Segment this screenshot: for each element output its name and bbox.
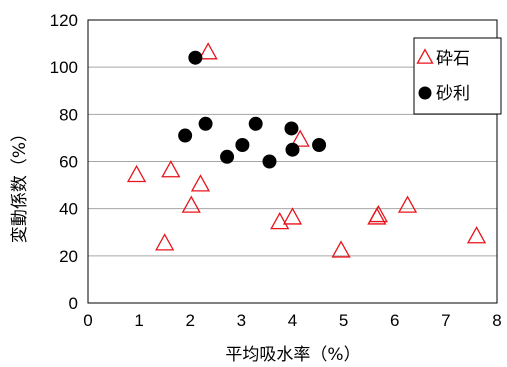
gravel-point-8 — [285, 142, 300, 157]
x-tick-label-5: 5 — [339, 311, 348, 330]
x-tick-label-0: 0 — [83, 311, 92, 330]
x-tick-label-7: 7 — [441, 311, 450, 330]
y-tick-label-60: 60 — [59, 153, 78, 172]
gravel-point-1 — [188, 50, 203, 65]
crushed-stone-point-8 — [290, 129, 310, 147]
x-axis-title: 平均吸水率（%） — [225, 345, 360, 365]
gravel-point-4 — [235, 137, 250, 152]
y-tick-label-80: 80 — [59, 105, 78, 124]
y-tick-label-0: 0 — [69, 294, 78, 313]
crushed-stone-point-4 — [190, 174, 211, 192]
crushed-stone-point-7 — [282, 207, 303, 225]
x-tick-label-3: 3 — [237, 311, 246, 330]
crushed-stone-point-6 — [270, 211, 290, 230]
legend-box — [413, 37, 502, 115]
x-tick-label-6: 6 — [390, 311, 399, 330]
data-points — [126, 42, 487, 258]
crushed-stone-point-13 — [466, 226, 487, 244]
x-tick-label-2: 2 — [186, 311, 195, 330]
x-axis-ticks: 0 1 2 3 4 5 6 7 8 — [83, 311, 501, 330]
crushed-stone-point-5 — [198, 42, 218, 60]
plot-area-frame — [87, 19, 498, 304]
plot-frame — [87, 19, 498, 304]
crushed-stone-point-11 — [368, 204, 388, 223]
crushed-stone-point-1 — [155, 233, 175, 251]
y-tick-label-100: 100 — [50, 58, 78, 77]
gravel-point-6 — [262, 154, 277, 169]
y-tick-label-20: 20 — [59, 247, 78, 266]
gravel-point-3 — [220, 149, 235, 164]
gravel-point-7 — [284, 121, 299, 136]
crushed-stone-point-0 — [126, 164, 147, 183]
x-tick-label-8: 8 — [492, 311, 501, 330]
legend-marker-gravel — [418, 86, 432, 100]
crushed-stone-point-3 — [181, 195, 201, 213]
x-tick-label-1: 1 — [134, 311, 143, 330]
crushed-stone-point-9 — [331, 240, 351, 258]
crushed-stone-point-12 — [397, 195, 418, 213]
legend-label-0: 砕石 — [436, 49, 470, 69]
y-tick-label-120: 120 — [50, 11, 78, 30]
gravel-point-5 — [248, 116, 263, 131]
gravel-point-0 — [178, 128, 193, 143]
gravel-point-2 — [198, 116, 213, 131]
y-axis-ticks: 0 20 40 60 80 100 120 — [50, 11, 78, 313]
legend-marker-crushed-stone — [416, 48, 434, 64]
crushed-stone-point-2 — [161, 160, 181, 178]
legend-label-1: 砂利 — [436, 84, 470, 104]
gravel-point-9 — [312, 137, 327, 152]
y-axis-title: 変動係数（%） — [10, 125, 30, 243]
y-tick-label-40: 40 — [59, 200, 78, 219]
x-tick-label-4: 4 — [288, 311, 297, 330]
